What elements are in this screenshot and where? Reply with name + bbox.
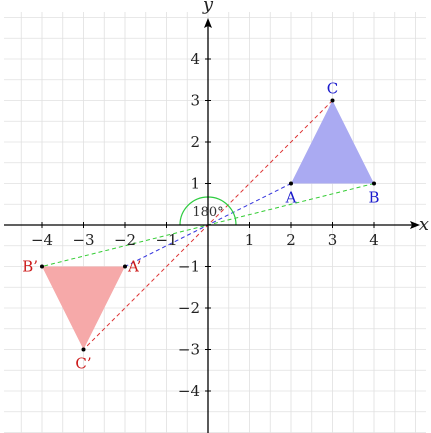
triangles: [42, 100, 374, 350]
image-vertex-label: C’: [75, 355, 91, 373]
x-tick-label: 4: [369, 231, 379, 249]
y-tick-label: −3: [178, 341, 200, 359]
original-vertex-label: C: [327, 80, 338, 98]
angle-label: 180°: [192, 205, 223, 220]
image-vertex-label: B’: [22, 258, 38, 276]
original-vertex-dot: [372, 181, 376, 186]
x-tick-label: 3: [328, 231, 338, 249]
x-tick-label: −4: [31, 231, 53, 249]
y-axis-label: y: [202, 0, 214, 15]
x-tick-label: 1: [245, 231, 255, 249]
original-vertex-label: A: [285, 189, 297, 207]
y-tick-label: −1: [178, 258, 200, 276]
y-tick-label: 1: [190, 175, 200, 193]
image-vertex-dot: [40, 264, 44, 269]
grid: [4, 12, 426, 433]
x-tick-label: −3: [72, 231, 94, 249]
y-tick-label: 2: [190, 133, 200, 151]
labels: 180° x y −4 −3 −2 −1 1 2 3 4 −4 −3 −2 −1 1 2 3 4 A B C A’ B’ C’: [22, 0, 429, 400]
image-vertex-dot: [81, 347, 86, 352]
y-axis-arrow: [204, 18, 212, 28]
x-tick-label: −1: [155, 231, 177, 249]
axes: [4, 18, 420, 433]
x-axis-arrow: [410, 221, 420, 229]
x-tick-label: 2: [286, 231, 296, 249]
triangle-abc: [291, 100, 374, 184]
image-vertex-label: A’: [127, 258, 141, 276]
x-tick-label: −2: [114, 231, 136, 249]
y-tick-label: 3: [190, 92, 200, 110]
y-tick-label: 4: [190, 50, 200, 68]
original-vertex-dot: [330, 98, 335, 103]
y-tick-label: −4: [178, 382, 200, 400]
original-vertex-dot: [289, 181, 293, 186]
original-vertex-label: B: [368, 189, 379, 207]
x-axis-label: x: [419, 214, 429, 235]
image-vertex-dot: [123, 264, 127, 269]
triangle-abc-image: [42, 266, 125, 350]
y-tick-label: −2: [178, 299, 200, 317]
